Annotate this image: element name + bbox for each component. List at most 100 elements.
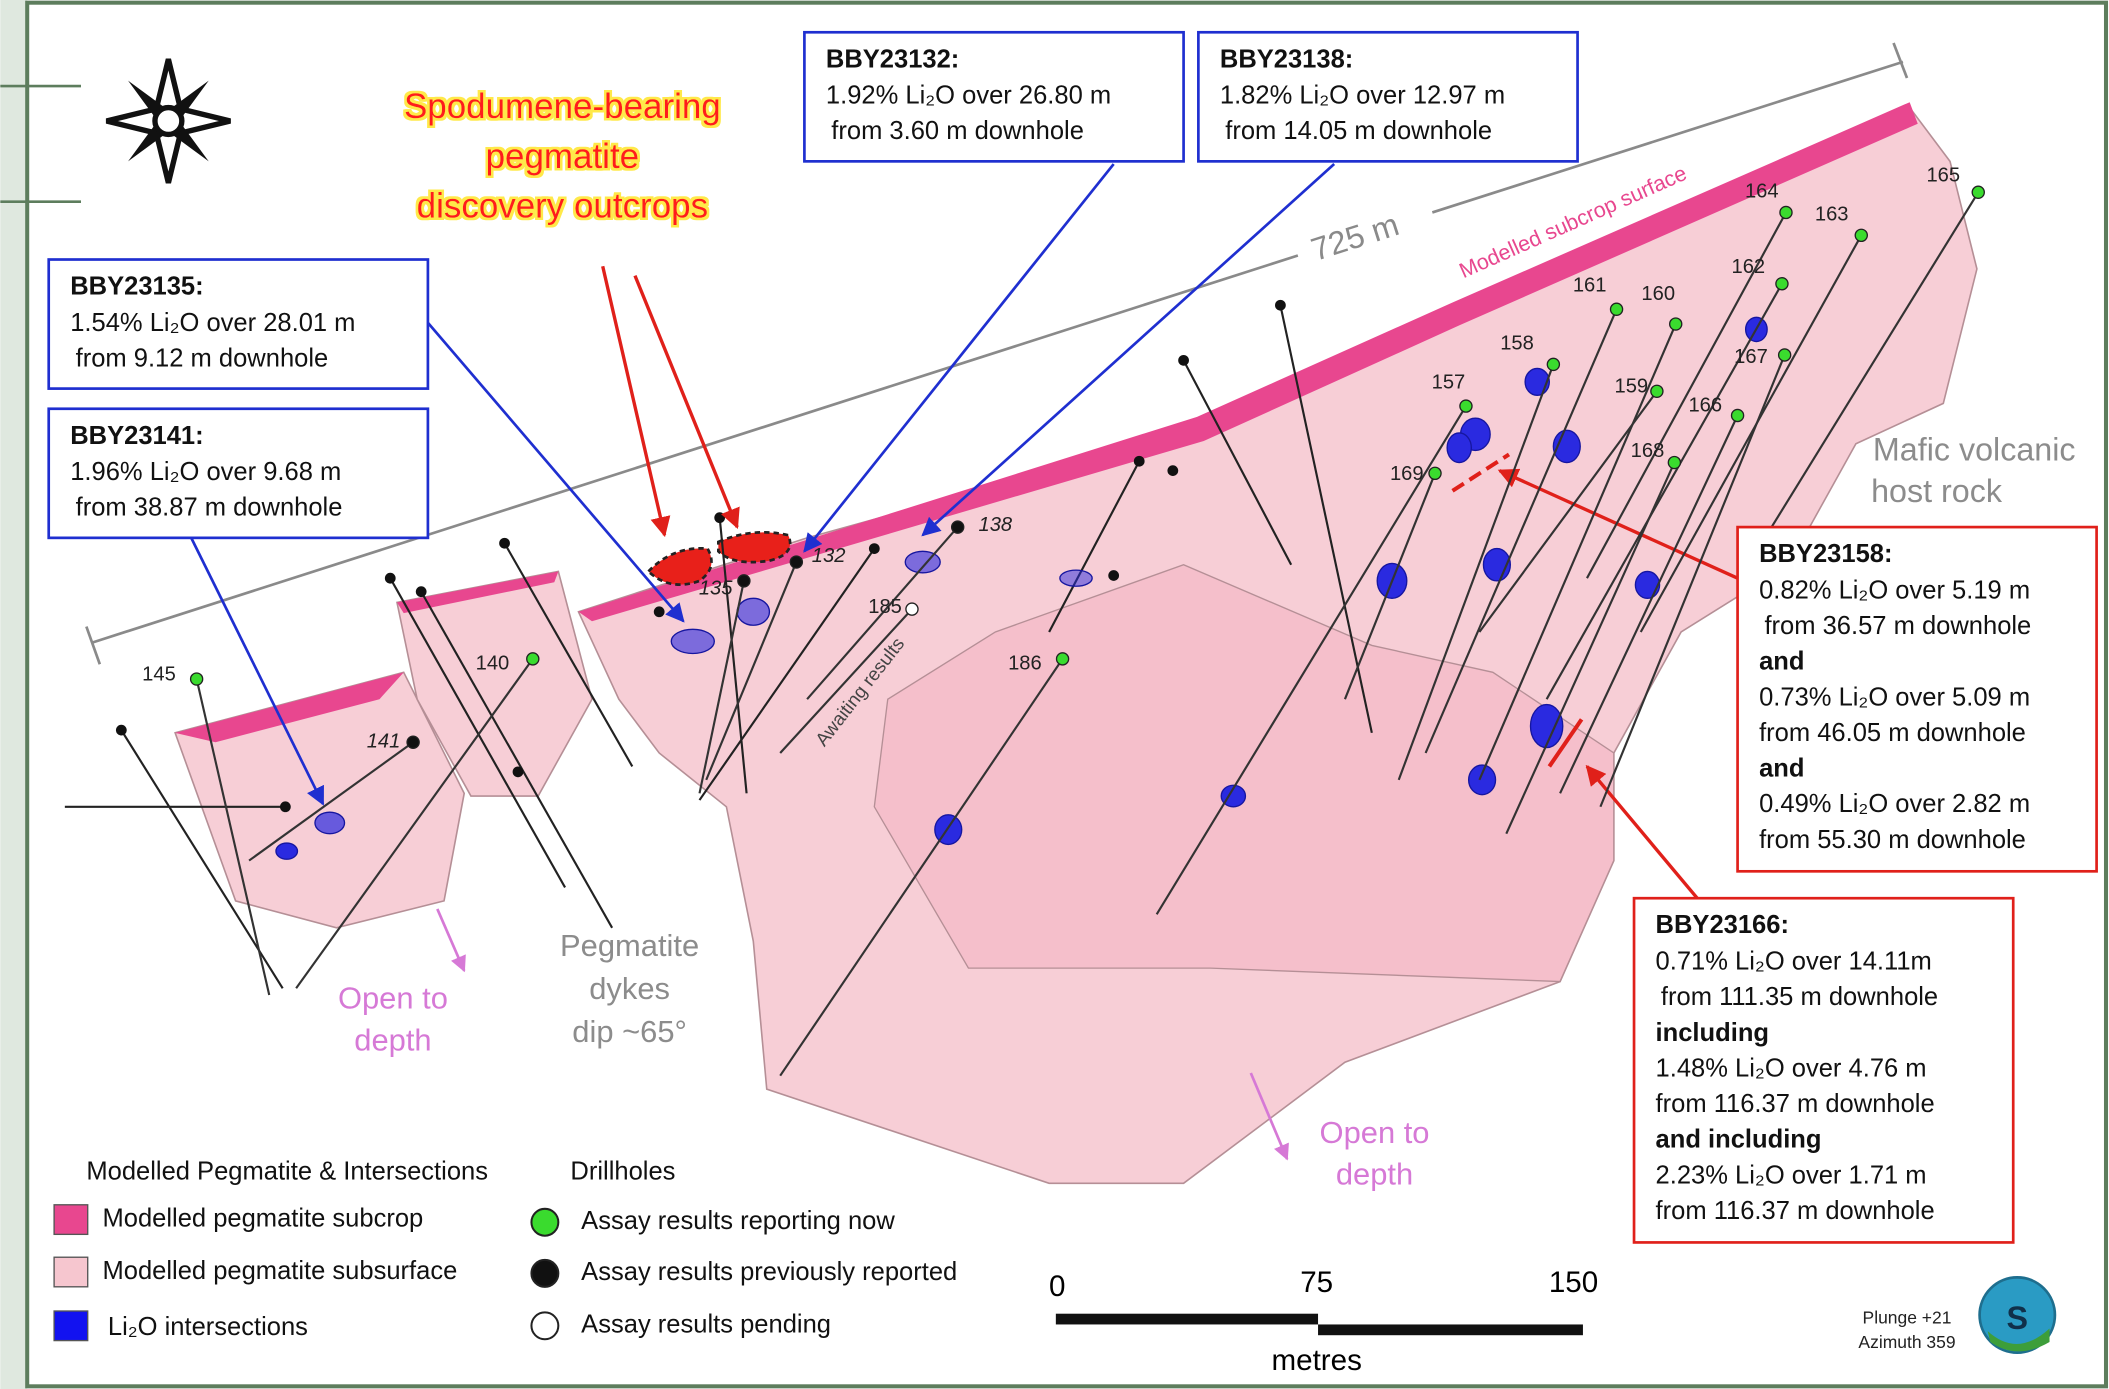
callout-line: 0.49% Li₂O over 2.82 m	[1759, 790, 2030, 818]
callout-line: 1.92% Li₂O over 26.80 m	[826, 82, 1111, 110]
drill-trace	[1747, 191, 1980, 566]
drill-label: 167	[1734, 346, 1768, 368]
callout-line: 2.23% Li₂O over 1.71 m	[1656, 1161, 1927, 1189]
drill-collar	[1428, 466, 1442, 481]
drill-collar	[1775, 276, 1789, 291]
drill-label: 140	[476, 653, 510, 675]
dimension-line	[85, 42, 1909, 665]
drill-label: 165	[1926, 164, 1960, 186]
host-rock-line: Mafic volcanic	[1873, 431, 2076, 467]
drill-label: 157	[1432, 372, 1466, 394]
drill-label: 161	[1573, 275, 1607, 297]
drill-label: 164	[1745, 181, 1779, 203]
callout-line: from 55.30 m downhole	[1759, 826, 2026, 854]
compass	[105, 58, 231, 184]
dykes: Pegmatite dykes dip ~65°	[560, 928, 699, 1049]
callout-box	[47, 258, 430, 390]
drill-collar	[189, 672, 204, 686]
drill-trace	[295, 658, 534, 989]
drill-collar	[1650, 384, 1664, 399]
callout: BBY23132: 1.92% Li₂O over 26.80 m from 3.6…	[803, 30, 1185, 163]
callout-header: BBY23132:	[826, 45, 959, 73]
scale-tick-label: 150	[1549, 1266, 1598, 1299]
callout-header: BBY23138:	[1220, 45, 1353, 73]
legend-swatch	[53, 1310, 89, 1342]
drill-trace	[248, 741, 414, 862]
view-info: Azimuth 359	[1858, 1332, 1955, 1352]
intersection	[275, 316, 1768, 860]
callout: BBY23166: 0.71% Li₂O over 14.11m from 111.…	[1632, 896, 2015, 1244]
pegmatite-inner	[873, 564, 1615, 983]
callout-header: BBY23141:	[70, 422, 203, 450]
drill-trace	[705, 561, 798, 781]
legend: Modelled Pegmatite & Intersections Model…	[53, 1157, 957, 1342]
callout-line: and including	[1656, 1126, 1822, 1154]
drill-trace	[195, 678, 271, 996]
callout-line: 0.73% Li₂O over 5.09 m	[1759, 683, 2030, 711]
drill-collar	[1668, 317, 1683, 331]
open-depth-line: depth	[1336, 1157, 1413, 1192]
drill-trace	[1424, 308, 1618, 754]
depth-arrow	[1249, 1072, 1289, 1161]
dykes-line: dip ~65°	[572, 1014, 687, 1049]
drill-trace	[1478, 323, 1677, 781]
legend-label: Assay results pending	[581, 1311, 831, 1339]
callout-line: 1.54% Li₂O over 28.01 m	[70, 309, 355, 337]
view-info: Plunge +21	[1863, 1308, 1952, 1328]
callout-line: from 3.60 m downhole	[831, 117, 1084, 145]
callout-line: 1.96% Li₂O over 9.68 m	[70, 458, 341, 486]
drill-collar	[1971, 185, 1985, 200]
drill-collar	[1777, 348, 1792, 362]
callout: BBY23135: 1.54% Li₂O over 28.01 m from 9.1…	[47, 258, 430, 390]
callout-header: BBY23166:	[1656, 911, 1789, 939]
callout-line: 1.48% Li₂O over 4.76 m	[1656, 1054, 1927, 1082]
dykes-line: dykes	[589, 971, 670, 1006]
drill-label: 132	[812, 545, 846, 567]
callout-line: 1.82% Li₂O over 12.97 m	[1220, 82, 1505, 110]
callout-line: from 116.37 m downhole	[1656, 1197, 1935, 1225]
legend-label: Li₂O intersections	[108, 1313, 308, 1341]
drill-trace	[779, 658, 1064, 1077]
legend-title: Drillholes	[570, 1157, 675, 1185]
drill-label: 168	[1631, 440, 1665, 462]
drill-trace	[1586, 211, 1787, 579]
drill-label: 145	[142, 663, 176, 685]
drill-collar	[950, 520, 965, 534]
drill-label: 138	[979, 514, 1013, 536]
callout-header: BBY23135:	[70, 273, 203, 301]
legend-label: Assay results reporting now	[581, 1207, 895, 1235]
drill-collar	[1609, 302, 1624, 316]
drill-collar	[1779, 205, 1793, 220]
callout-line: including	[1656, 1019, 1769, 1047]
legend-symbol	[530, 1311, 560, 1341]
callout-line: from 46.05 m downhole	[1759, 719, 2026, 747]
callout-line: 0.82% Li₂O over 5.19 m	[1759, 576, 2030, 604]
depth-arrow	[436, 908, 466, 973]
open-depth: Open to depth Open to depth	[338, 981, 1430, 1192]
drill-label: 159	[1615, 376, 1649, 398]
callout: BBY23158: 0.82% Li₂O over 5.19 m from 36.5…	[1736, 525, 2098, 873]
legend-label: Modelled pegmatite subcrop	[103, 1204, 424, 1232]
drill-traces	[195, 191, 1980, 1077]
drill-trace	[1545, 283, 1783, 700]
frame-strip	[0, 0, 28, 1389]
dykes-line: Pegmatite	[560, 928, 699, 963]
pegmatite-subcrop	[175, 102, 1918, 743]
host-rock-line: host rock	[1871, 473, 2003, 509]
callout-line: and	[1759, 648, 1804, 676]
headline-line: discovery outcrops	[417, 187, 708, 226]
outcrop	[646, 530, 792, 586]
drill-collar	[1546, 357, 1561, 372]
callout-arrow	[190, 163, 1739, 900]
logo: S	[1978, 1276, 2057, 1355]
drill-label: 163	[1815, 203, 1849, 225]
drill-label: 158	[1500, 333, 1534, 355]
drill-collar	[526, 652, 540, 666]
drill-trace	[1639, 234, 1863, 633]
callout-header: BBY23158:	[1759, 540, 1892, 568]
callout-box	[1736, 525, 2098, 873]
drill-trace	[1343, 472, 1437, 700]
callout-line: from 111.35 m downhole	[1661, 983, 1938, 1011]
drill-trace	[1155, 405, 1467, 915]
